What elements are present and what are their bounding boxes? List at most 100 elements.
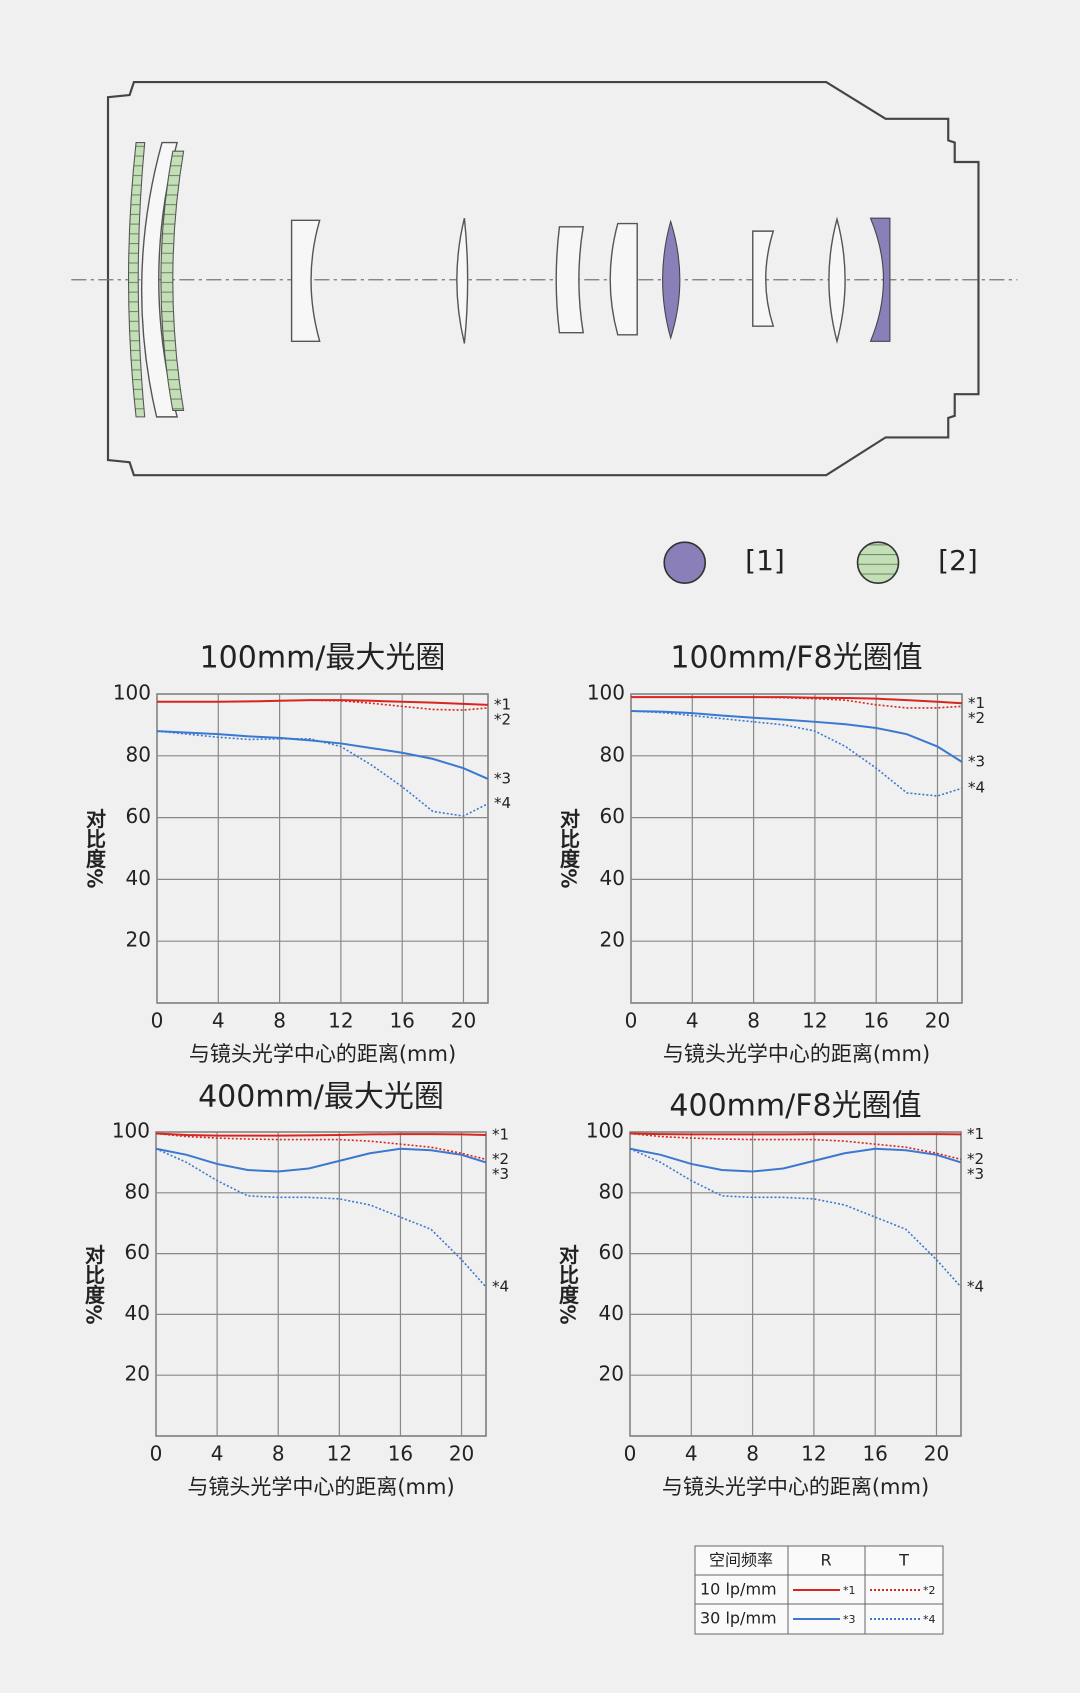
x-tick-label: 20 bbox=[924, 1442, 949, 1466]
y-tick-label: 40 bbox=[600, 866, 625, 890]
series-line bbox=[630, 710, 963, 797]
x-tick-label: 0 bbox=[151, 1009, 164, 1033]
x-tick-label: 16 bbox=[862, 1442, 887, 1466]
x-axis-label: 与镜头光学中心的距离(mm) bbox=[662, 1475, 929, 1499]
legend-swatch bbox=[856, 541, 900, 585]
series-line bbox=[630, 709, 963, 763]
series-label: *4 bbox=[968, 779, 985, 797]
series-label: *3 bbox=[492, 1165, 509, 1183]
y-axis-label: 对比度% bbox=[82, 1243, 106, 1324]
series-line bbox=[629, 1147, 962, 1173]
x-tick-label: 20 bbox=[451, 1009, 476, 1033]
y-tick-label: 40 bbox=[599, 1301, 624, 1325]
y-tick-label: 60 bbox=[600, 804, 625, 828]
lens-diagram bbox=[71, 81, 1018, 585]
series-label: *1 bbox=[494, 695, 511, 713]
series-label: *1 bbox=[967, 1125, 984, 1143]
x-tick-label: 12 bbox=[801, 1442, 826, 1466]
table-cell: 30 lp/mm bbox=[700, 1609, 777, 1628]
x-tick-label: 4 bbox=[686, 1009, 699, 1033]
lens-element bbox=[140, 141, 179, 418]
x-tick-label: 12 bbox=[802, 1009, 827, 1033]
x-tick-label: 4 bbox=[211, 1442, 224, 1466]
x-tick-label: 8 bbox=[746, 1442, 759, 1466]
table-header: T bbox=[898, 1551, 909, 1570]
series-line bbox=[629, 1132, 962, 1136]
lens-element bbox=[128, 142, 146, 418]
table-cell: *4 bbox=[923, 1613, 936, 1626]
series-line bbox=[155, 1132, 487, 1137]
lens-barrel bbox=[106, 81, 980, 477]
y-tick-label: 20 bbox=[600, 928, 625, 952]
x-tick-label: 8 bbox=[747, 1009, 760, 1033]
series-label: *2 bbox=[494, 710, 511, 728]
series-label: *3 bbox=[494, 769, 511, 787]
series-label: *2 bbox=[492, 1150, 509, 1168]
x-tick-label: 16 bbox=[863, 1009, 888, 1033]
x-tick-label: 0 bbox=[624, 1442, 637, 1466]
legend-table: 空间频率 R T 10 lp/mm 30 lp/mm *1 *2 *3 *4 bbox=[694, 1545, 944, 1635]
series-label: *4 bbox=[967, 1278, 984, 1296]
x-axis-label: 与镜头光学中心的距离(mm) bbox=[187, 1475, 454, 1499]
x-tick-label: 16 bbox=[388, 1442, 413, 1466]
chart-title: 400mm/最大光圈 bbox=[198, 1080, 444, 1115]
series-label: *4 bbox=[494, 794, 511, 812]
series-label: *2 bbox=[967, 1150, 984, 1168]
series-line bbox=[157, 699, 489, 711]
x-tick-label: 12 bbox=[328, 1009, 353, 1033]
x-tick-label: 12 bbox=[327, 1442, 352, 1466]
x-axis-label: 与镜头光学中心的距离(mm) bbox=[663, 1042, 930, 1066]
y-axis-label: 对比度% bbox=[557, 807, 581, 888]
y-tick-label: 100 bbox=[112, 1119, 150, 1143]
lens-element bbox=[555, 226, 585, 334]
table-header: 空间频率 bbox=[709, 1551, 773, 1570]
table-cell: *3 bbox=[843, 1613, 856, 1626]
y-tick-label: 20 bbox=[126, 928, 151, 952]
x-tick-label: 4 bbox=[212, 1009, 225, 1033]
lens-element bbox=[869, 217, 891, 342]
x-tick-label: 4 bbox=[685, 1442, 698, 1466]
y-axis-label: 对比度% bbox=[556, 1243, 580, 1324]
table-header: R bbox=[820, 1551, 831, 1570]
y-tick-label: 40 bbox=[125, 1301, 150, 1325]
series-line bbox=[629, 1132, 962, 1161]
series-label: *4 bbox=[492, 1278, 509, 1296]
series-line bbox=[155, 1132, 487, 1161]
legend-swatch bbox=[663, 541, 707, 585]
lens-element bbox=[160, 150, 185, 411]
lens-element bbox=[456, 217, 469, 344]
y-tick-label: 20 bbox=[599, 1362, 624, 1386]
table-cell: 10 lp/mm bbox=[700, 1580, 777, 1599]
x-axis-label: 与镜头光学中心的距离(mm) bbox=[189, 1042, 456, 1066]
series-label: *3 bbox=[968, 752, 985, 770]
x-tick-label: 0 bbox=[150, 1442, 163, 1466]
lens-element bbox=[752, 230, 775, 327]
series-line bbox=[629, 1147, 962, 1288]
y-tick-label: 100 bbox=[587, 681, 625, 705]
y-tick-label: 100 bbox=[586, 1119, 624, 1143]
chart-title: 400mm/F8光圈值 bbox=[669, 1089, 921, 1124]
y-tick-label: 80 bbox=[599, 1179, 624, 1203]
x-tick-label: 8 bbox=[273, 1009, 286, 1033]
series-label: *1 bbox=[492, 1126, 509, 1144]
y-tick-label: 60 bbox=[126, 804, 151, 828]
y-tick-label: 60 bbox=[599, 1240, 624, 1264]
y-tick-label: 80 bbox=[600, 742, 625, 766]
series-label: *1 bbox=[968, 694, 985, 712]
lens-element bbox=[609, 222, 638, 336]
x-tick-label: 20 bbox=[925, 1009, 950, 1033]
lens-element bbox=[662, 219, 681, 340]
series-line bbox=[156, 730, 489, 817]
y-tick-label: 80 bbox=[126, 742, 151, 766]
y-tick-label: 40 bbox=[126, 866, 151, 890]
series-line bbox=[631, 696, 963, 709]
legend-label: [2] bbox=[938, 544, 978, 577]
series-line bbox=[155, 1147, 487, 1173]
y-axis-label: 对比度% bbox=[83, 807, 107, 888]
y-tick-label: 100 bbox=[113, 681, 151, 705]
legend-label: [1] bbox=[745, 544, 785, 577]
chart-title: 100mm/最大光圈 bbox=[200, 641, 446, 676]
y-tick-label: 20 bbox=[125, 1362, 150, 1386]
x-tick-label: 20 bbox=[449, 1442, 474, 1466]
y-tick-label: 80 bbox=[125, 1179, 150, 1203]
